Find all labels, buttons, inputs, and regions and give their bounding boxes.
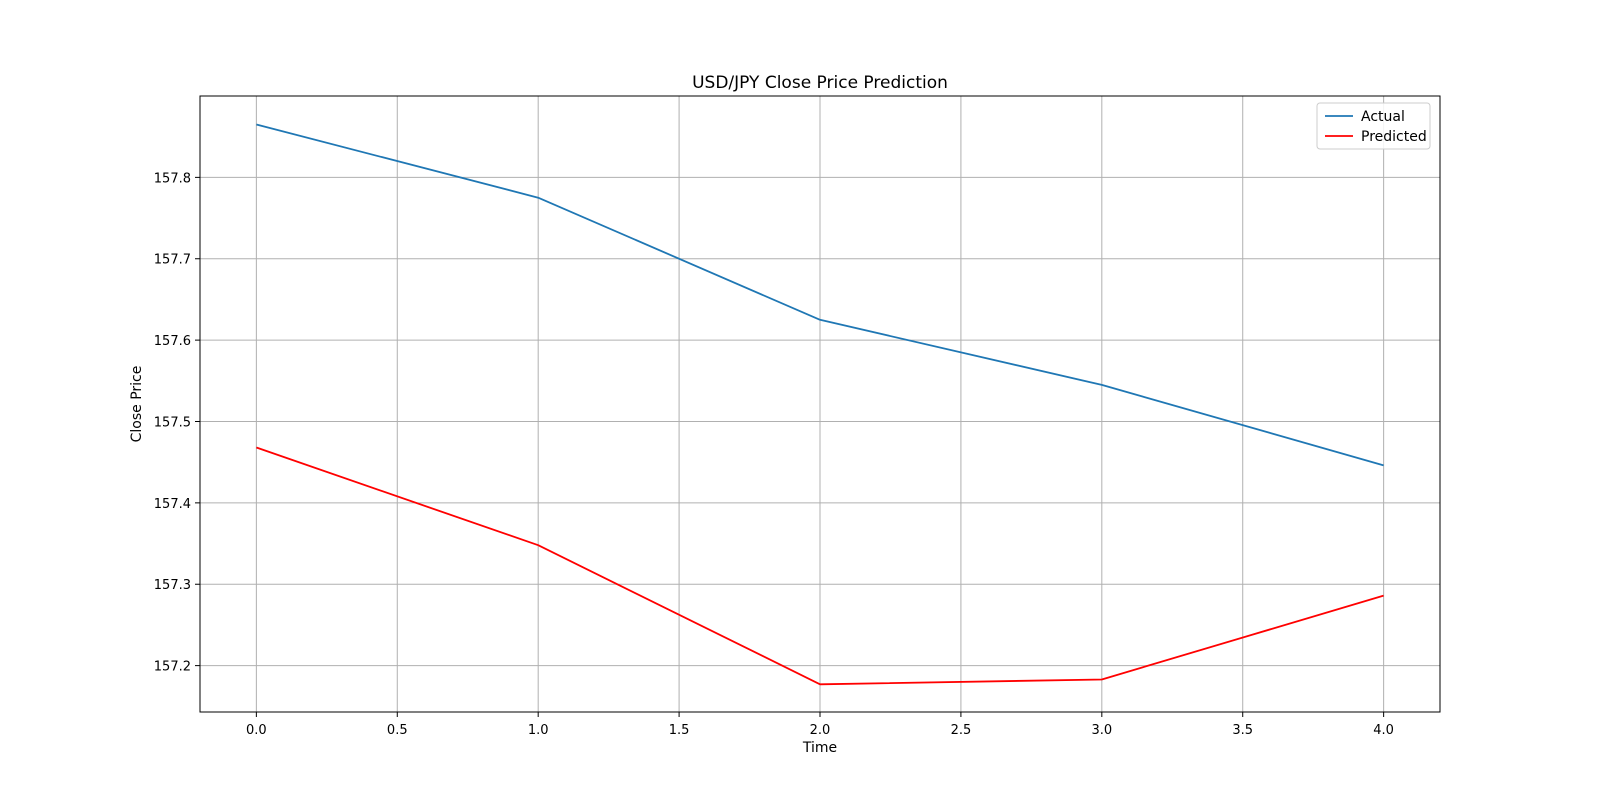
y-tick-label: 157.5 <box>154 415 191 430</box>
x-tick-label: 3.0 <box>1091 723 1112 738</box>
x-tick-label: 1.5 <box>669 723 690 738</box>
legend-box <box>1316 102 1431 150</box>
x-tick-label: 2.0 <box>810 723 831 738</box>
series-line-predicted <box>256 446 1384 686</box>
x-tick-label: 3.5 <box>1232 723 1253 738</box>
y-tick-label: 157.6 <box>154 334 191 349</box>
y-tick-label: 157.8 <box>154 171 191 186</box>
legend: Actual Predicted <box>1316 102 1431 150</box>
legend-label-predicted: Predicted <box>1361 129 1427 145</box>
y-axis-label: Close Price <box>129 366 145 443</box>
y-tick-label: 157.4 <box>154 497 191 512</box>
x-tick-label: 1.0 <box>528 723 549 738</box>
x-tick-label: 0.5 <box>387 723 408 738</box>
y-tick-label: 157.7 <box>154 253 191 268</box>
x-tick-label: 2.5 <box>951 723 972 738</box>
y-tick-label: 157.2 <box>154 660 191 675</box>
chart-title: USD/JPY Close Price Prediction <box>692 73 948 93</box>
series-lines <box>256 123 1384 686</box>
series-line-actual <box>256 123 1384 467</box>
axis-ticks: 0.0 0.5 1.0 1.5 2.0 2.5 3.0 3.5 4.0 157.2 157.3 157… <box>154 171 1394 738</box>
x-axis-label: Time <box>802 740 837 756</box>
legend-label-actual: Actual <box>1361 109 1405 125</box>
x-tick-label: 0.0 <box>246 723 267 738</box>
y-tick-label: 157.3 <box>154 578 191 593</box>
x-tick-label: 4.0 <box>1373 723 1394 738</box>
